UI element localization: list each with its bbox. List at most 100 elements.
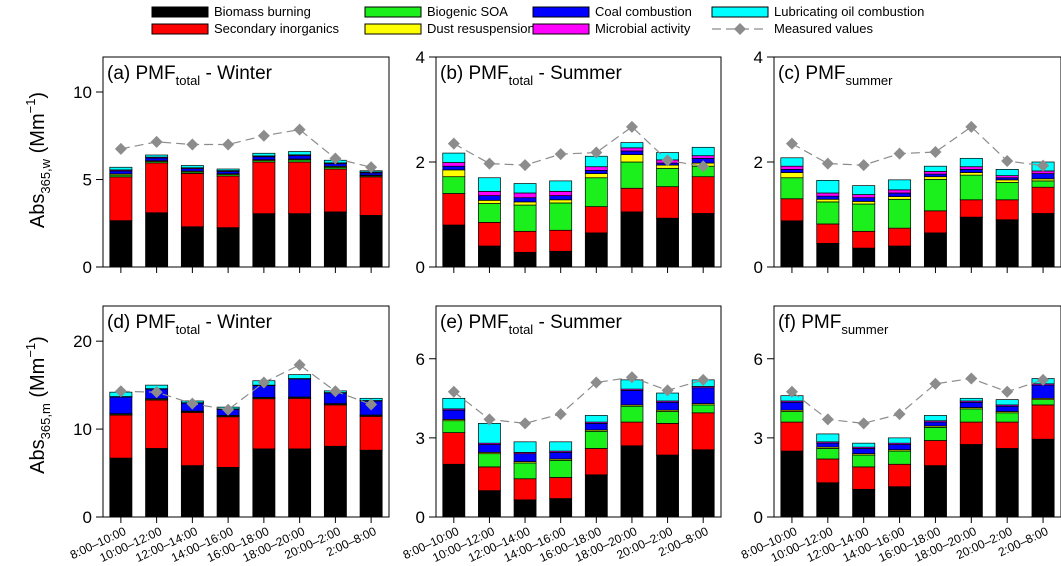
bar-e-6-biomass-burning — [656, 454, 679, 518]
bar-c-2-lubricating-oil-combustion — [852, 185, 876, 195]
bar-d-6-biomass-burning — [323, 445, 347, 518]
measured-point-a-0 — [114, 142, 127, 155]
bar-a-1-secondary-inorganics — [145, 162, 169, 214]
bar-e-4-secondary-inorganics — [584, 448, 608, 476]
measured-point-d-7 — [365, 398, 378, 411]
bar-f-4-lubricating-oil-combustion — [923, 415, 947, 422]
measured-point-e-4 — [590, 376, 603, 389]
measured-point-a-2 — [186, 138, 199, 151]
bar-e-1-secondary-inorganics — [478, 466, 501, 491]
legend-swatch-lubricating-oil-combustion — [711, 6, 769, 18]
bar-a-2-secondary-inorganics — [180, 173, 204, 228]
bar-c-7-secondary-inorganics — [1031, 186, 1055, 214]
panel-title-e: (e) PMFtotal - Summer — [440, 312, 623, 337]
measured-point-e-6 — [661, 384, 674, 397]
panel-a-bars — [109, 151, 383, 268]
legend-marker-measured — [734, 23, 746, 35]
bar-e-2-biogenic-soa — [513, 462, 537, 480]
panel-title-f: (f) PMFsummer — [778, 312, 889, 337]
bar-f-0-biogenic-soa — [780, 411, 804, 423]
measured-point-c-5 — [965, 120, 978, 133]
ytick-label-e-6: 6 — [416, 350, 425, 369]
bar-f-1-coal-combustion — [816, 442, 840, 448]
bar-f-2-lubricating-oil-combustion — [852, 442, 876, 448]
legend-item-microbial-activity: Microbial activity — [532, 21, 691, 36]
bar-d-7-biomass-burning — [359, 449, 383, 518]
measured-line-d — [120, 364, 372, 411]
ytick-label-f-0: 0 — [754, 508, 763, 527]
bar-a-3-secondary-inorganics — [216, 175, 240, 228]
measured-point-c-2 — [857, 159, 870, 172]
bar-d-3-secondary-inorganics — [216, 416, 240, 468]
bar-b-5-biomass-burning — [620, 211, 644, 268]
bar-b-2-lubricating-oil-combustion — [513, 183, 537, 194]
measured-point-b-1 — [483, 157, 496, 170]
bar-e-5-secondary-inorganics — [620, 421, 644, 447]
bar-f-7-biogenic-soa — [1031, 399, 1055, 406]
bar-b-5-secondary-inorganics — [620, 187, 644, 213]
bar-e-3-coal-combustion — [549, 452, 573, 460]
bar-e-0-secondary-inorganics — [442, 432, 466, 465]
ytick-label-b-2: 2 — [416, 153, 425, 172]
bar-b-1-biogenic-soa — [478, 203, 501, 223]
measured-point-a-4 — [257, 129, 270, 142]
bar-a-3-biomass-burning — [216, 227, 240, 268]
bar-b-5-biogenic-soa — [620, 161, 644, 189]
measured-point-c-6 — [1001, 154, 1014, 167]
bar-d-5-coal-combustion — [288, 378, 312, 398]
bar-f-2-coal-combustion — [852, 448, 876, 455]
bar-b-4-coal-combustion — [584, 170, 608, 174]
bar-c-5-secondary-inorganics — [959, 199, 983, 218]
measured-line-b — [453, 126, 704, 167]
bar-c-5-biogenic-soa — [959, 174, 983, 201]
bar-e-2-lubricating-oil-combustion — [513, 441, 537, 453]
bar-e-5-biomass-burning — [620, 445, 644, 518]
bar-e-6-biogenic-soa — [656, 411, 679, 424]
bar-e-2-coal-combustion — [513, 453, 537, 462]
bar-f-6-coal-combustion — [995, 405, 1019, 412]
bar-c-2-dust-resuspension — [852, 201, 876, 205]
measured-point-a-3 — [222, 138, 235, 151]
bar-b-3-microbial-activity — [549, 191, 573, 196]
bar-e-6-secondary-inorganics — [656, 423, 679, 456]
legend-item-dust-resuspension: Dust resuspension — [364, 21, 535, 36]
bar-e-6-coal-combustion — [656, 401, 679, 411]
bar-c-0-coal-combustion — [780, 169, 804, 173]
bar-e-7-secondary-inorganics — [691, 412, 715, 451]
bar-c-1-dust-resuspension — [816, 198, 840, 203]
bar-d-5-biomass-burning — [288, 448, 312, 518]
bar-c-6-biomass-burning — [995, 219, 1019, 268]
panel-a: 0 5 10 (a) PMFtotal - Winter — [73, 56, 390, 277]
bar-b-2-coal-combustion — [513, 197, 537, 203]
chart-panels: 0 5 10 (a) PMFtotal - Winter 0 2 4 (b) PMFtotal… — [68, 48, 1061, 565]
bar-b-0-secondary-inorganics — [442, 193, 466, 226]
ytick-label-d-0: 0 — [83, 508, 92, 527]
bar-a-6-secondary-inorganics — [323, 168, 347, 213]
bar-b-7-microbial-activity — [691, 155, 715, 159]
bar-e-0-coal-combustion — [442, 409, 466, 420]
measured-point-c-4 — [929, 146, 942, 159]
measured-point-f-6 — [1001, 385, 1014, 398]
bar-f-2-biomass-burning — [852, 488, 876, 518]
bar-f-1-lubricating-oil-combustion — [816, 433, 840, 443]
bar-d-7-secondary-inorganics — [359, 415, 383, 451]
bar-b-5-lubricating-oil-combustion — [620, 142, 644, 149]
panel-title-d: (d) PMFtotal - Winter — [107, 312, 273, 337]
measured-point-d-1 — [150, 386, 163, 399]
bar-a-4-secondary-inorganics — [252, 161, 276, 214]
measured-point-e-2 — [519, 417, 532, 430]
bar-a-5-lubricating-oil-combustion — [288, 151, 312, 156]
bar-c-0-secondary-inorganics — [780, 198, 804, 222]
measured-point-b-5 — [625, 120, 638, 133]
bar-c-0-microbial-activity — [780, 165, 804, 170]
bar-c-1-microbial-activity — [816, 192, 840, 197]
bar-f-0-coal-combustion — [780, 401, 804, 411]
bar-b-1-biomass-burning — [478, 245, 501, 268]
legend-swatch-secondary-inorganics — [151, 23, 209, 35]
bar-e-5-coal-combustion — [620, 390, 644, 406]
bar-b-0-dust-resuspension — [442, 169, 466, 178]
bar-f-3-biomass-burning — [888, 486, 912, 518]
legend-item-lubricating-oil-combustion: Lubricating oil combustion — [711, 4, 924, 19]
y-axis-label-bottom: Abs365,m (Mm−1) — [23, 336, 53, 474]
